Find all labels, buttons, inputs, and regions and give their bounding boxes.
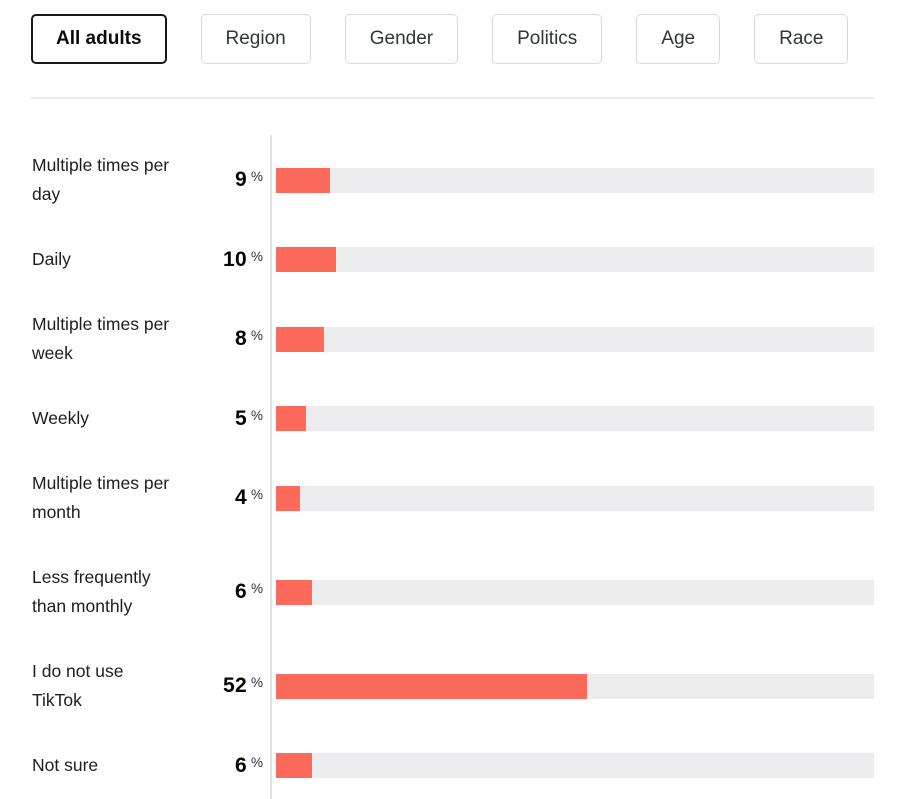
chart-row: Less frequently than monthly 6% — [32, 545, 874, 639]
value-label: 10% — [220, 248, 276, 272]
value-number: 9 — [235, 168, 247, 191]
bar-area — [276, 406, 874, 431]
bar-track — [276, 406, 874, 431]
y-axis-line — [270, 135, 272, 799]
value-number: 6 — [235, 753, 247, 777]
value-label: 6% — [220, 754, 276, 778]
bar-track — [276, 673, 874, 699]
value-number: 52 — [223, 674, 247, 697]
bar-track — [276, 485, 874, 511]
value-label: 9% — [220, 168, 276, 192]
percent-sign: % — [250, 407, 263, 423]
bar-fill — [276, 167, 330, 193]
tab-all-adults[interactable]: All adults — [31, 14, 167, 64]
value-number: 5 — [235, 406, 247, 430]
value-number: 10 — [223, 247, 247, 271]
bar-area — [276, 247, 874, 272]
bar-track — [276, 579, 874, 605]
chart-row: Multiple times per week 8% — [32, 292, 874, 386]
bar-area — [276, 167, 874, 193]
percent-sign: % — [250, 675, 263, 690]
category-label: Not sure — [32, 755, 99, 775]
bar-fill — [276, 753, 312, 778]
percent-sign: % — [250, 487, 263, 502]
tab-gender[interactable]: Gender — [344, 14, 459, 64]
tab-region[interactable]: Region — [200, 14, 311, 64]
bar-fill — [276, 247, 336, 272]
bar-area — [276, 673, 874, 699]
bar-area — [276, 579, 874, 605]
value-label: 52% — [220, 674, 276, 698]
category-label: Multiple times per week — [32, 314, 170, 363]
tab-age[interactable]: Age — [636, 14, 721, 64]
value-number: 6 — [235, 580, 247, 603]
bar-chart: Multiple times per day 9% Daily 10% Multiple… — [32, 133, 874, 799]
category-label: Weekly — [32, 408, 90, 428]
chart-row: Daily 10% — [32, 227, 874, 292]
percent-sign: % — [250, 169, 263, 184]
percent-sign: % — [250, 248, 263, 264]
value-label: 4% — [220, 486, 276, 510]
category-label: Daily — [32, 249, 71, 269]
bar-area — [276, 326, 874, 352]
category-label: Multiple times per day — [32, 155, 170, 204]
chart-row: Not sure 6% — [32, 733, 874, 798]
percent-sign: % — [250, 754, 263, 770]
value-label: 8% — [220, 327, 276, 351]
bar-fill — [276, 673, 587, 699]
category-label: Less frequently than monthly — [32, 567, 151, 616]
chart-row: Weekly 5% — [32, 386, 874, 451]
demographic-filter-tabs: All adults Region Gender Politics Age Race — [0, 0, 906, 64]
bar-area — [276, 485, 874, 511]
bar-fill — [276, 326, 324, 352]
tab-politics[interactable]: Politics — [492, 14, 603, 64]
bar-fill — [276, 485, 300, 511]
bar-track — [276, 247, 874, 272]
percent-sign: % — [250, 328, 263, 343]
percent-sign: % — [250, 581, 263, 596]
value-label: 5% — [220, 407, 276, 431]
category-label: I do not use TikTok — [32, 661, 124, 710]
bar-track — [276, 167, 874, 193]
value-label: 6% — [220, 580, 276, 604]
tab-race[interactable]: Race — [754, 14, 849, 64]
bar-track — [276, 753, 874, 778]
bar-fill — [276, 579, 312, 605]
chart-row: Multiple times per month 4% — [32, 451, 874, 545]
bar-area — [276, 753, 874, 778]
value-number: 4 — [235, 486, 247, 509]
bar-fill — [276, 406, 306, 431]
chart-row: I do not use TikTok 52% — [32, 639, 874, 733]
bar-track — [276, 326, 874, 352]
category-label: Multiple times per month — [32, 473, 170, 522]
chart-row: Multiple times per day 9% — [32, 133, 874, 227]
value-number: 8 — [235, 327, 247, 350]
divider — [31, 97, 874, 99]
